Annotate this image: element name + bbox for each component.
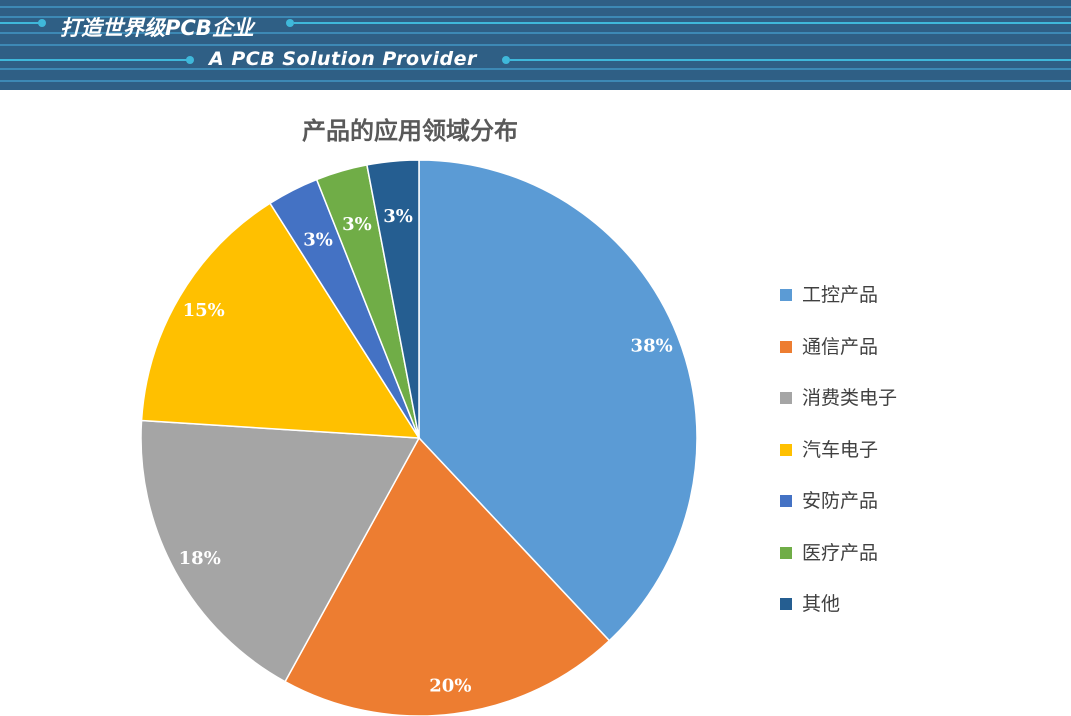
banner-accent-line [0,22,40,24]
pie-data-label: 18% [179,548,221,569]
pie-slice-3 [140,419,421,683]
banner-stripe [0,68,1071,70]
legend-swatch [780,443,792,456]
pie-data-label: 3% [383,206,413,227]
banner-accent-line [0,59,190,61]
banner-dot-icon [286,19,294,27]
legend-label: 医疗产品 [802,541,879,564]
banner-accent-line [510,59,1071,61]
pie-data-label: 38% [631,335,673,356]
legend-swatch [780,340,792,353]
pie-slice-7 [366,159,420,439]
legend-swatch [780,289,792,301]
banner-stripe [0,6,1071,8]
pie-data-label: 3% [303,229,333,250]
pie-slice-1 [418,159,698,642]
banner-accent-line [294,22,1071,24]
banner-title-cn: 打造世界级PCB企业 [60,16,254,40]
legend-label: 通信产品 [802,335,879,358]
pie-slice-4 [140,202,421,439]
banner-dot-icon [38,19,46,27]
legend-swatch [780,598,792,610]
banner-stripe [0,16,1071,18]
header-banner: 打造世界级PCB企业 A PCB Solution Provider [0,0,1071,90]
legend-label: 工控产品 [802,284,879,306]
legend-label: 汽车电子 [802,438,879,461]
banner-title-en: A PCB Solution Provider [209,48,477,70]
legend-swatch [780,495,792,507]
legend-swatch [780,546,792,559]
banner-stripe [0,80,1071,82]
banner-dot-icon [186,56,194,64]
banner-dot-icon [502,56,510,64]
legend-label: 其他 [802,593,841,615]
banner-stripe [0,32,1071,34]
pie-slice-2 [284,436,611,716]
legend-label: 安防产品 [802,490,879,512]
pie-data-label: 20% [429,676,471,697]
banner-stripe [0,44,1071,46]
legend-label: 消费类电子 [802,387,898,409]
legend-swatch [780,392,792,404]
pie-data-label: 15% [183,300,225,321]
pie-data-label: 3% [342,214,372,235]
chart-title: 产品的应用领域分布 [302,117,518,145]
